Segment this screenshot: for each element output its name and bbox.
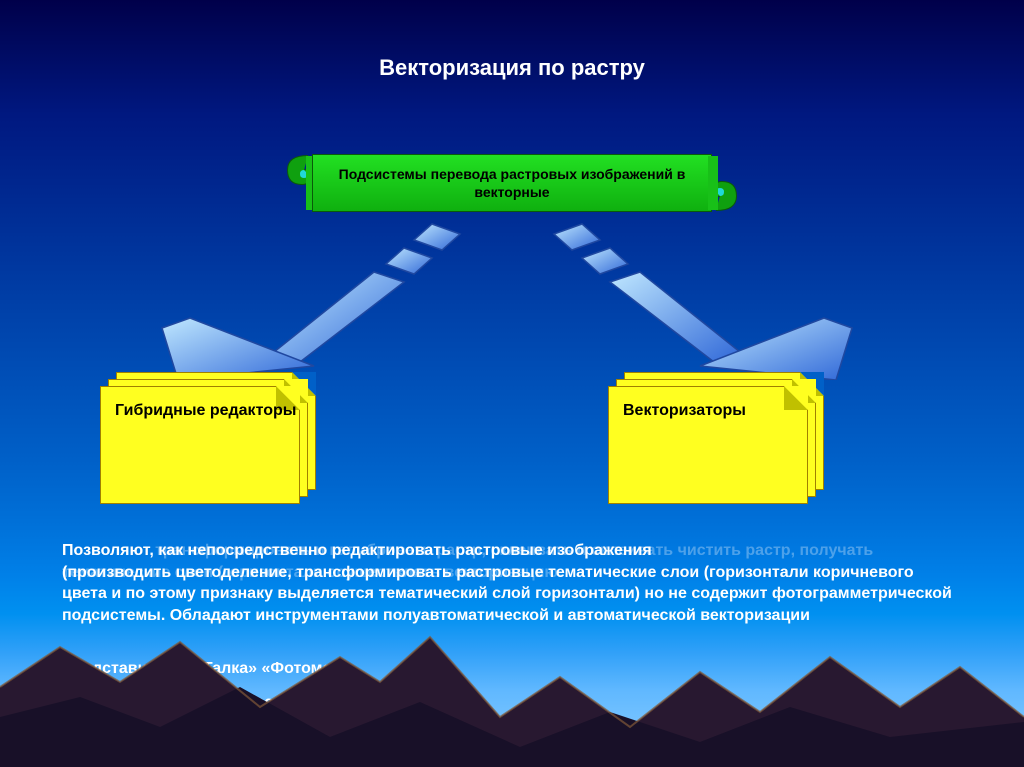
slide-title: Векторизация по растру xyxy=(379,55,645,81)
note-right-label: Векторизаторы xyxy=(623,401,746,422)
scroll-curl-left xyxy=(278,150,316,216)
note-right-stack: Векторизаторы xyxy=(608,372,824,504)
note-left-label: Гибридные редакторы xyxy=(115,401,296,422)
arrow-left xyxy=(150,210,480,380)
note-left-stack: Гибридные редакторы xyxy=(100,372,316,504)
mountain-silhouette xyxy=(0,587,1024,767)
scroll-curl-right xyxy=(708,150,746,216)
banner-scroll: Подсистемы перевода растровых изображени… xyxy=(282,150,742,216)
banner-text: Подсистемы перевода растровых изображени… xyxy=(312,154,712,212)
arrow-right xyxy=(534,210,864,380)
